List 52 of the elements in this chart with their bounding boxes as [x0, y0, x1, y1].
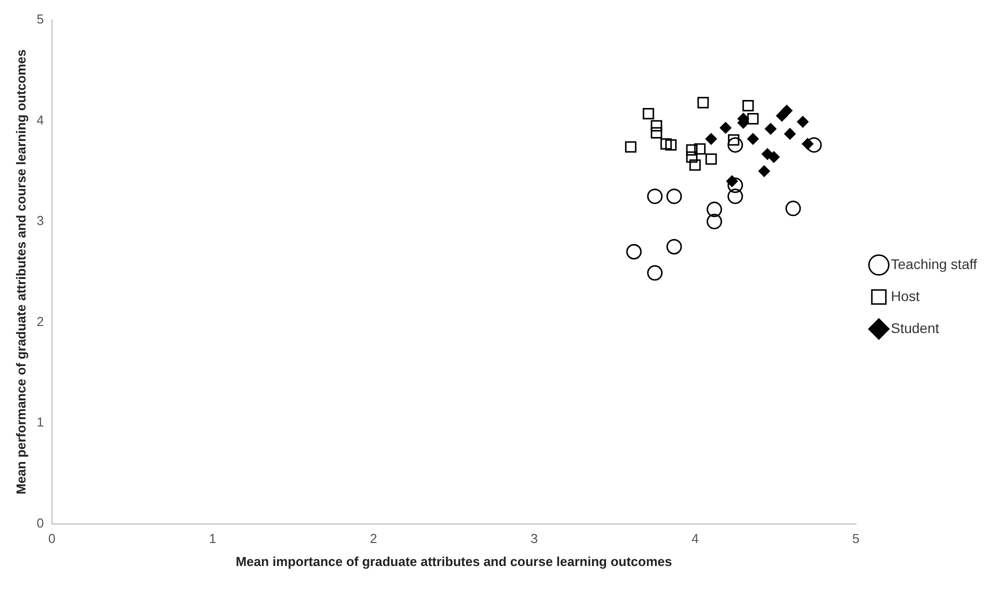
point: [697, 96, 709, 108]
point: [694, 143, 706, 155]
point: [665, 139, 677, 151]
point: [764, 123, 776, 135]
point: [758, 165, 770, 177]
point: [784, 128, 796, 140]
x-axis-title: Mean importance of graduate attributes and course learning outcomes: [236, 554, 672, 569]
point: [806, 137, 822, 153]
point: [797, 116, 809, 128]
point: [686, 151, 698, 163]
point: [689, 159, 701, 171]
x-tick-label: 3: [530, 531, 538, 546]
point: [728, 137, 744, 153]
point: [625, 141, 636, 153]
legend-label: Teaching staff: [890, 256, 978, 272]
y-tick-label: 1: [36, 414, 44, 430]
x-tick-label: 0: [48, 531, 56, 546]
x-tick-label: 2: [370, 531, 378, 546]
legend-label: Host: [890, 288, 920, 304]
point: [666, 188, 682, 204]
point: [706, 202, 722, 218]
y-tick-label: 4: [36, 112, 44, 128]
point: [742, 100, 754, 112]
y-tick-label: 3: [36, 213, 44, 228]
point: [747, 133, 759, 145]
point: [728, 188, 744, 204]
point: [705, 133, 717, 145]
x-tick-label: 5: [852, 531, 860, 546]
legend-label: Student: [890, 320, 940, 336]
y-tick-label: 0: [36, 515, 44, 530]
point: [768, 151, 780, 163]
point: [626, 244, 642, 260]
point: [728, 177, 744, 193]
point: [650, 127, 662, 139]
point: [706, 214, 722, 230]
point: [647, 265, 663, 281]
point: [686, 144, 698, 156]
y-tick-label: 5: [36, 12, 44, 27]
y-axis-title: Mean performance of graduate attributes and course learning outcomes: [13, 49, 28, 494]
point: [666, 238, 682, 254]
point: [660, 138, 672, 150]
y-tick-label: 2: [36, 314, 44, 329]
point: [642, 108, 654, 120]
point: [720, 122, 732, 134]
point: [705, 153, 717, 165]
x-tick-label: 1: [209, 531, 216, 546]
point: [747, 113, 759, 124]
point: [785, 200, 801, 216]
point: [650, 120, 662, 132]
x-tick-label: 4: [691, 531, 699, 546]
point: [647, 188, 663, 204]
point: [780, 104, 792, 116]
